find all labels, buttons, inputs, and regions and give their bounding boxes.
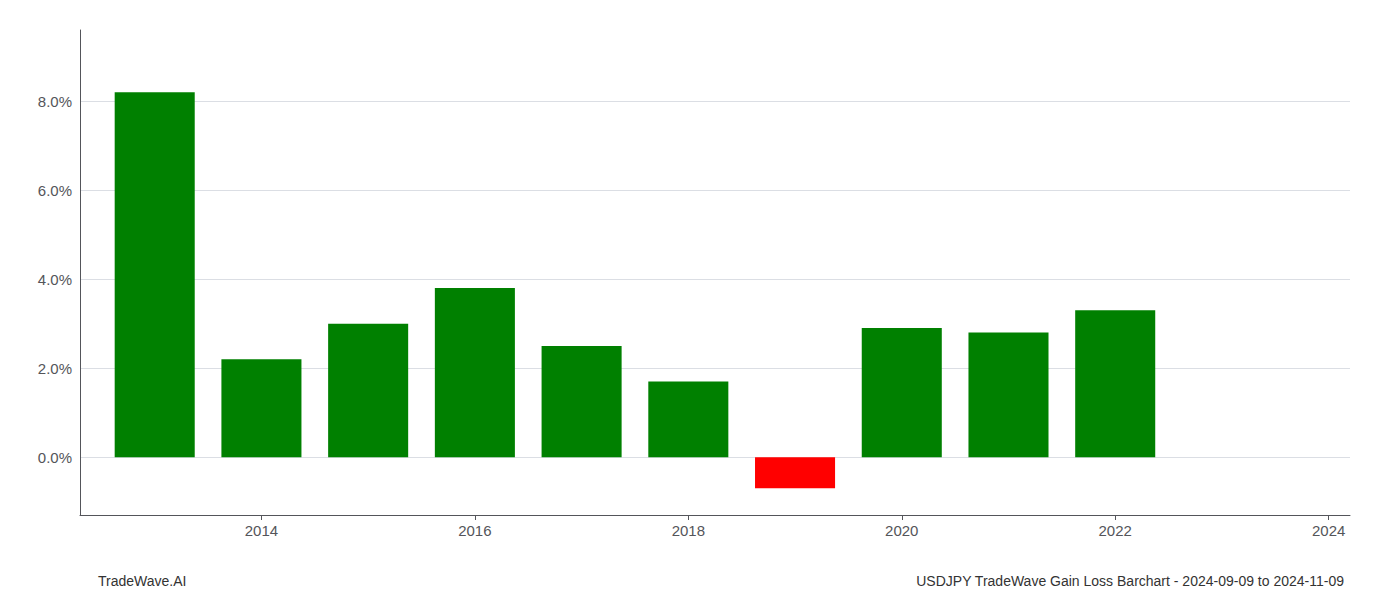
svg-text:2014: 2014 bbox=[245, 522, 278, 539]
svg-text:2018: 2018 bbox=[672, 522, 705, 539]
svg-text:6.0%: 6.0% bbox=[38, 182, 72, 199]
svg-text:TradeWave.AI: TradeWave.AI bbox=[98, 573, 186, 589]
svg-text:8.0%: 8.0% bbox=[38, 93, 72, 110]
svg-text:2024: 2024 bbox=[1312, 522, 1345, 539]
svg-text:2022: 2022 bbox=[1099, 522, 1132, 539]
svg-text:2016: 2016 bbox=[458, 522, 491, 539]
svg-text:USDJPY TradeWave Gain Loss Bar: USDJPY TradeWave Gain Loss Barchart - 20… bbox=[916, 573, 1344, 589]
svg-text:4.0%: 4.0% bbox=[38, 271, 72, 288]
svg-text:2.0%: 2.0% bbox=[38, 360, 72, 377]
svg-text:0.0%: 0.0% bbox=[38, 449, 72, 466]
svg-text:2020: 2020 bbox=[885, 522, 918, 539]
